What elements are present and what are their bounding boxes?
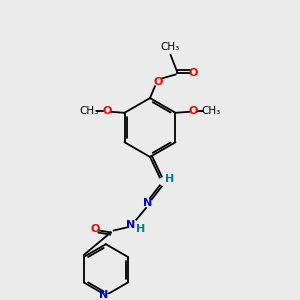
Text: O: O bbox=[188, 68, 198, 78]
Text: CH₃: CH₃ bbox=[160, 42, 179, 52]
Text: N: N bbox=[99, 290, 109, 300]
Text: O: O bbox=[90, 224, 100, 233]
Text: N: N bbox=[143, 198, 153, 208]
Text: CH₃: CH₃ bbox=[80, 106, 99, 116]
Text: H: H bbox=[136, 224, 145, 233]
Text: O: O bbox=[153, 77, 163, 87]
Text: N: N bbox=[126, 220, 135, 230]
Text: CH₃: CH₃ bbox=[201, 106, 220, 116]
Text: H: H bbox=[165, 175, 174, 184]
Text: O: O bbox=[188, 106, 198, 116]
Text: O: O bbox=[102, 106, 112, 116]
